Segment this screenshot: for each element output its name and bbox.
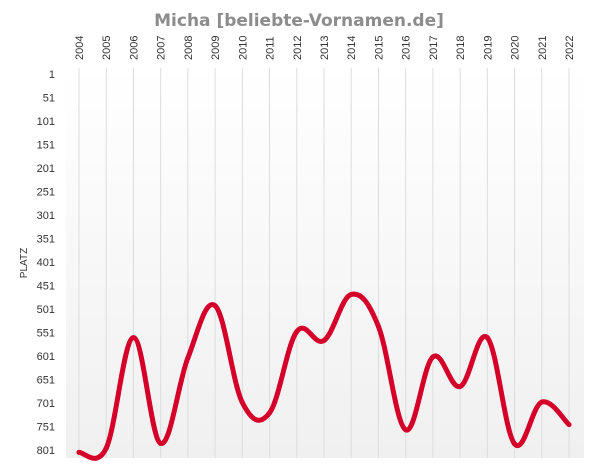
y-tick-label-701: 701 [37, 398, 55, 410]
data-point-2010 [239, 400, 245, 406]
x-tick-label-2004: 2004 [74, 36, 86, 60]
data-point-2021 [539, 399, 545, 405]
y-tick-label-451: 451 [37, 281, 55, 293]
y-tick-label-601: 601 [37, 351, 55, 363]
data-point-2008 [185, 355, 191, 361]
y-tick-label-501: 501 [37, 304, 55, 316]
x-tick-label-2015: 2015 [373, 36, 385, 60]
x-tick-label-2022: 2022 [564, 36, 576, 60]
y-tick-label-201: 201 [37, 163, 55, 175]
y-tick-label-801: 801 [37, 445, 55, 457]
data-point-2018 [457, 384, 463, 390]
x-tick-label-2008: 2008 [183, 36, 195, 60]
y-tick-label-251: 251 [37, 187, 55, 199]
x-tick-label-2017: 2017 [428, 36, 440, 60]
data-point-2017 [430, 354, 436, 360]
y-tick-label-1: 1 [49, 69, 55, 81]
data-point-2014 [348, 291, 354, 297]
data-point-2006 [130, 335, 136, 341]
y-tick-label-301: 301 [37, 210, 55, 222]
data-point-2013 [321, 337, 327, 343]
x-tick-label-2021: 2021 [537, 36, 549, 60]
data-point-2009 [212, 303, 218, 309]
x-tick-label-2018: 2018 [455, 36, 467, 60]
x-tick-label-2013: 2013 [319, 36, 331, 60]
y-tick-label-51: 51 [43, 93, 55, 105]
x-tick-label-2009: 2009 [210, 36, 222, 60]
y-tick-label-551: 551 [37, 328, 55, 340]
data-point-2007 [158, 440, 164, 446]
data-point-2016 [403, 427, 409, 433]
x-tick-label-2006: 2006 [128, 36, 140, 60]
x-tick-label-2012: 2012 [292, 36, 304, 60]
x-tick-label-2014: 2014 [346, 36, 358, 60]
series-layer [76, 291, 572, 461]
y-tick-label-101: 101 [37, 116, 55, 128]
grid [78, 68, 570, 458]
chart-title: Micha [beliebte-Vornamen.de] [154, 11, 444, 31]
data-point-2012 [294, 329, 300, 335]
data-point-2005 [103, 445, 109, 451]
y-tick-label-351: 351 [37, 234, 55, 246]
y-tick-label-651: 651 [37, 375, 55, 387]
plot-area [66, 68, 584, 458]
x-tick-label-2019: 2019 [482, 36, 494, 60]
x-tick-label-2011: 2011 [265, 36, 277, 60]
data-point-2004 [76, 449, 82, 455]
y-tick-label-401: 401 [37, 257, 55, 269]
x-tick-label-2016: 2016 [401, 36, 413, 60]
x-tick-label-2005: 2005 [101, 36, 113, 60]
x-tick-label-2010: 2010 [237, 36, 249, 60]
x-tick-label-2020: 2020 [510, 36, 522, 60]
data-point-2015 [375, 323, 381, 329]
x-axis-ticks: 2004 2005 2006 2007 2008 2009 2010 2011 2012 2013… [74, 36, 576, 60]
y-axis-ticks: 1511011512012513013514014515015516016517… [37, 69, 55, 457]
data-point-2011 [267, 410, 273, 416]
y-axis-label: PLATZ [19, 248, 30, 278]
y-tick-label-751: 751 [37, 422, 55, 434]
data-point-2020 [512, 441, 518, 447]
y-tick-label-151: 151 [37, 140, 55, 152]
data-point-2019 [484, 335, 490, 341]
data-point-2022 [566, 422, 572, 428]
x-tick-label-2007: 2007 [156, 36, 168, 60]
